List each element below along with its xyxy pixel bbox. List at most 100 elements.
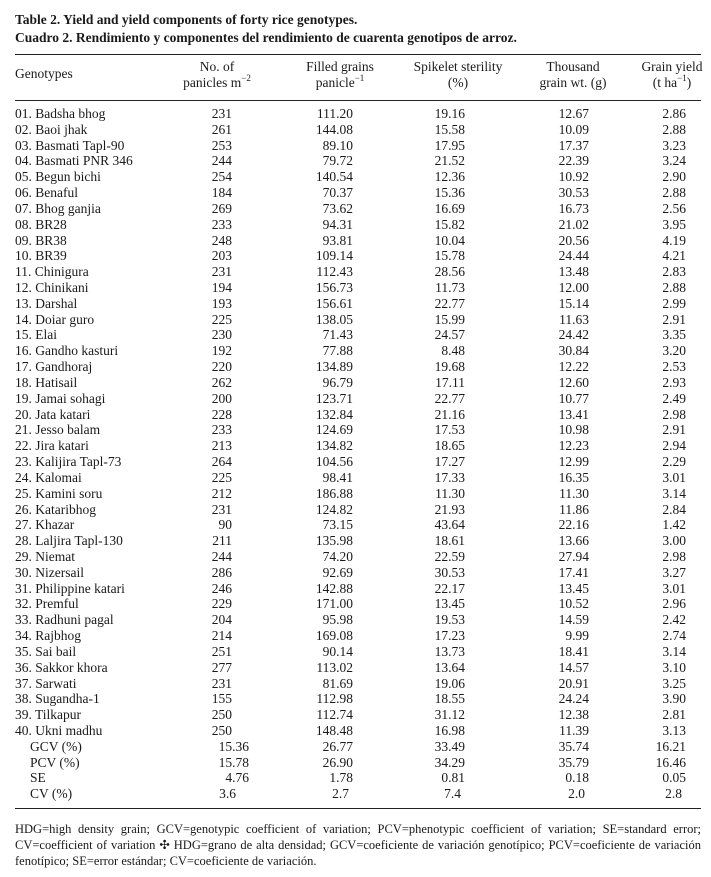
table-row: 30. Nizersail 286 92.69 30.53 17.41 3.27 [0, 565, 711, 581]
thousand-grain-wt-value: 21.02 [558, 216, 589, 232]
thousand-grain-wt-value: 13.41 [558, 406, 589, 422]
grain-yield-value: 2.29 [662, 454, 686, 470]
table-row: 25. Kamini soru 212 186.88 11.30 11.30 3.14 [0, 486, 711, 502]
filled-grains-value: 171.00 [315, 596, 353, 612]
thousand-grain-wt-value: 16.35 [558, 469, 589, 485]
filled-grains-value: 113.02 [316, 659, 353, 675]
header-text: ) [686, 75, 692, 90]
header-grain-yield: Grain yield (t ha−1) [632, 59, 711, 91]
filled-grains-value: 1.78 [329, 770, 353, 786]
thousand-grain-wt-value: 18.41 [558, 643, 589, 659]
grain-yield-value: 3.25 [662, 675, 686, 691]
grain-yield-value: 3.95 [662, 216, 686, 232]
spikelet-sterility-value: 12.36 [434, 169, 465, 185]
grain-yield-value: 0.05 [662, 770, 686, 786]
spikelet-sterility-value: 13.45 [434, 596, 465, 612]
spikelet-sterility-value: 17.27 [434, 454, 465, 470]
panicles-value: 231 [211, 264, 232, 280]
thousand-grain-wt-value: 9.99 [565, 628, 589, 644]
spikelet-sterility-value: 19.16 [434, 106, 465, 121]
panicles-value: 251 [211, 643, 232, 659]
thousand-grain-wt-value: 11.30 [559, 485, 589, 501]
grain-yield-value: 2.84 [662, 501, 686, 517]
grain-yield-value: 16.21 [655, 738, 686, 754]
thousand-grain-wt-value: 11.86 [559, 501, 589, 517]
thousand-grain-wt-value: 12.60 [558, 374, 589, 390]
genotype-name: 27. Khazar [15, 517, 75, 533]
table-footnote: HDG=high density grain; GCV=genotypic co… [15, 822, 701, 868]
thousand-grain-wt-value: 0.18 [565, 770, 589, 786]
thousand-grain-wt-value: 35.79 [558, 754, 589, 770]
genotype-name: 21. Jesso balam [15, 422, 101, 438]
panicles-value: 231 [211, 106, 232, 121]
grain-yield-value: 4.19 [662, 232, 686, 248]
thousand-grain-wt-value: 10.77 [558, 390, 589, 406]
genotype-name: 22. Jira katari [15, 438, 89, 454]
thousand-grain-wt-value: 16.73 [558, 200, 589, 216]
header-rule [15, 100, 701, 101]
table-row: 02. Baoi jhak 261 144.08 15.58 10.09 2.88 [0, 122, 711, 138]
spikelet-sterility-value: 8.48 [441, 343, 465, 359]
panicles-value: 3.6 [219, 786, 236, 802]
header-sterility-line1: Spikelet sterility [413, 59, 503, 74]
panicles-value: 214 [211, 628, 232, 644]
spikelet-sterility-value: 18.61 [434, 533, 465, 549]
filled-grains-value: 112.43 [316, 264, 353, 280]
stat-label: CV (%) [30, 786, 73, 802]
table-row: 36. Sakkor khora 277 113.02 13.64 14.57 3.10 [0, 660, 711, 676]
spikelet-sterility-value: 17.53 [434, 422, 465, 438]
stat-label: SE [30, 770, 46, 786]
table-row: 18. Hatisail 262 96.79 17.11 12.60 2.93 [0, 375, 711, 391]
panicles-value: 253 [211, 137, 232, 153]
panicles-value: 244 [211, 548, 232, 564]
panicles-value: 15.36 [218, 738, 249, 754]
header-yield-line1: Grain yield [641, 59, 703, 74]
genotype-name: 14. Doiar guro [15, 311, 95, 327]
spikelet-sterility-value: 15.58 [434, 121, 465, 137]
superscript: −1 [354, 73, 365, 83]
spikelet-sterility-value: 15.82 [434, 216, 465, 232]
spikelet-sterility-value: 7.4 [444, 786, 461, 802]
filled-grains-value: 156.61 [315, 295, 353, 311]
thousand-grain-wt-value: 27.94 [558, 548, 589, 564]
grain-yield-value: 2.98 [662, 406, 686, 422]
header-text: panicle [315, 75, 355, 90]
panicles-value: 203 [211, 248, 232, 264]
thousand-grain-wt-value: 12.99 [558, 454, 589, 470]
thousand-grain-wt-value: 30.84 [558, 343, 589, 359]
grain-yield-value: 3.14 [662, 485, 686, 501]
genotype-name: 13. Darshal [15, 295, 78, 311]
panicles-value: 261 [211, 121, 232, 137]
table-row: 20. Jata katari 228 132.84 21.16 13.41 2.98 [0, 407, 711, 423]
spikelet-sterility-value: 18.55 [434, 691, 465, 707]
table-row: 26. Kataribhog 231 124.82 21.93 11.86 2.84 [0, 502, 711, 518]
panicles-value: 155 [211, 691, 232, 707]
table-row: 01. Badsha bhog 231 111.20 19.16 12.67 2.86 [0, 106, 711, 122]
genotype-name: 32. Premful [15, 596, 79, 612]
spikelet-sterility-value: 28.56 [434, 264, 465, 280]
spikelet-sterility-value: 22.17 [434, 580, 465, 596]
spikelet-sterility-value: 21.16 [434, 406, 465, 422]
genotype-name: 23. Kalijira Tapl-73 [15, 454, 122, 470]
spikelet-sterility-value: 11.73 [435, 280, 465, 296]
header-sterility-line2: (%) [447, 75, 469, 90]
thousand-grain-wt-value: 17.41 [558, 564, 589, 580]
table-row: 09. BR38 248 93.81 10.04 20.56 4.19 [0, 233, 711, 249]
table-row: 11. Chinigura 231 112.43 28.56 13.48 2.83 [0, 264, 711, 280]
panicles-value: 194 [211, 280, 232, 296]
genotype-name: 03. Basmati Tapl-90 [15, 137, 125, 153]
filled-grains-value: 73.15 [322, 517, 353, 533]
spikelet-sterility-value: 13.73 [434, 643, 465, 659]
header-panicles-line2: panicles m−2 [167, 74, 267, 91]
panicles-value: 233 [211, 216, 232, 232]
table-row: 39. Tilkapur 250 112.74 31.12 12.38 2.81 [0, 707, 711, 723]
header-thousand-line2: grain wt. (g) [539, 75, 607, 90]
table-row: 15. Elai 230 71.43 24.57 24.42 3.35 [0, 327, 711, 343]
stat-row: CV (%) 3.6 2.7 7.4 2.0 2.8 [0, 786, 711, 802]
filled-grains-value: 94.31 [322, 216, 353, 232]
spikelet-sterility-value: 21.52 [434, 153, 465, 169]
spikelet-sterility-value: 0.81 [441, 770, 465, 786]
genotype-name: 12. Chinikani [15, 280, 89, 296]
filled-grains-value: 132.84 [315, 406, 353, 422]
header-genotypes: Genotypes [15, 66, 73, 81]
